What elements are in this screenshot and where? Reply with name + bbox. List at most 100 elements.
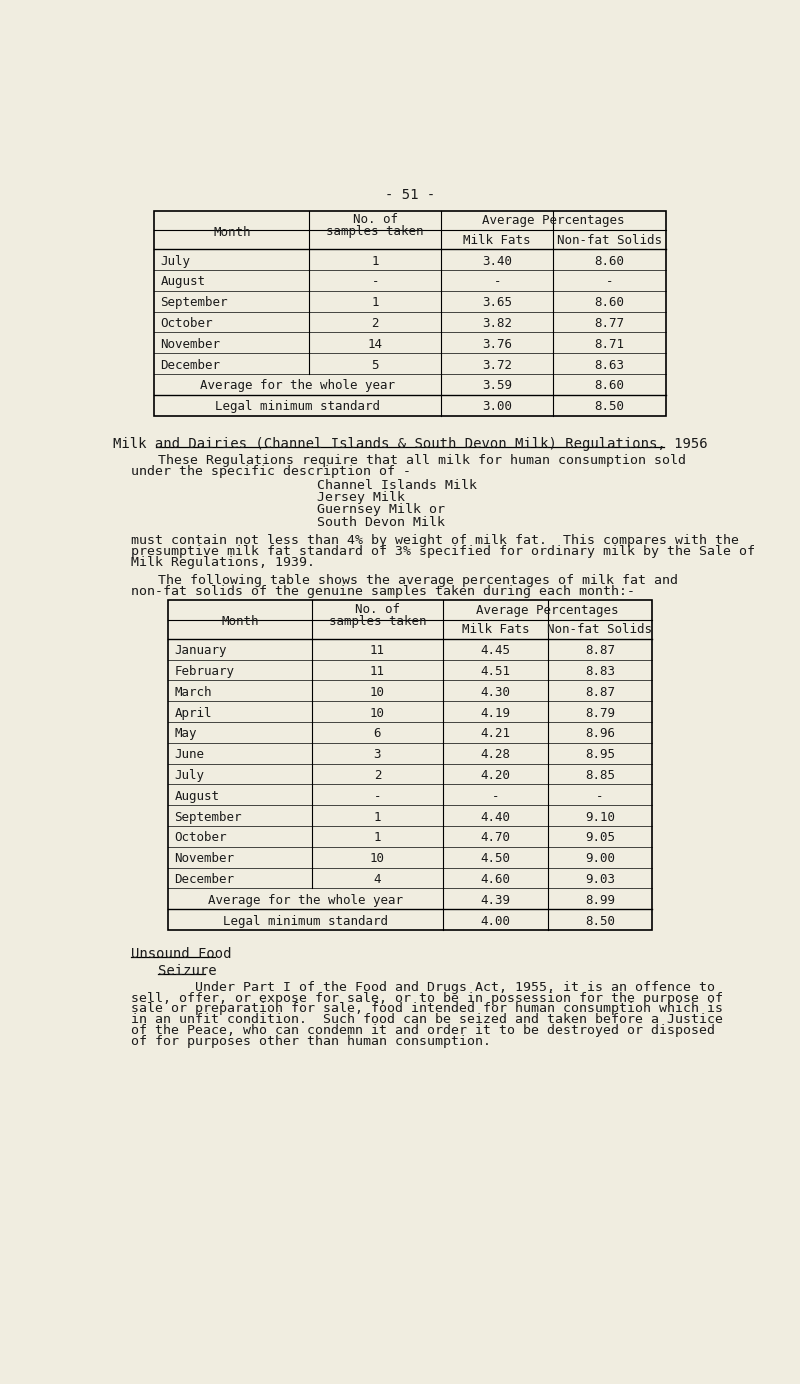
Text: - 51 -: - 51 -: [385, 188, 435, 202]
Text: November: November: [161, 338, 221, 350]
Text: 1: 1: [371, 296, 379, 309]
Text: 8.77: 8.77: [594, 317, 625, 329]
Text: 8.60: 8.60: [594, 296, 625, 309]
Text: Month: Month: [213, 226, 250, 239]
Text: must contain not less than 4% by weight of milk fat.  This compares with the: must contain not less than 4% by weight …: [131, 534, 739, 547]
Text: October: October: [161, 317, 213, 329]
Text: 2: 2: [374, 770, 381, 782]
Text: June: June: [174, 749, 205, 761]
Text: 4.00: 4.00: [481, 915, 510, 927]
Text: Under Part I of the Food and Drugs Act, 1955, it is an offence to: Under Part I of the Food and Drugs Act, …: [131, 981, 715, 994]
Text: 8.63: 8.63: [594, 358, 625, 371]
Text: -: -: [596, 790, 604, 803]
Text: -: -: [494, 275, 501, 288]
Text: of the Peace, who can condemn it and order it to be destroyed or disposed: of the Peace, who can condemn it and ord…: [131, 1024, 715, 1037]
Text: February: February: [174, 666, 234, 678]
Text: 1: 1: [374, 811, 381, 823]
Text: 8.79: 8.79: [585, 707, 615, 720]
Text: 4: 4: [374, 873, 381, 886]
Text: of for purposes other than human consumption.: of for purposes other than human consump…: [131, 1035, 491, 1048]
Text: Average for the whole year: Average for the whole year: [200, 379, 395, 393]
Text: Legal minimum standard: Legal minimum standard: [215, 400, 380, 414]
Text: 3.72: 3.72: [482, 358, 512, 371]
Text: 9.00: 9.00: [585, 853, 615, 865]
Text: presumptive milk fat standard of 3% specified for ordinary milk by the Sale of: presumptive milk fat standard of 3% spec…: [131, 545, 755, 558]
Text: Milk Fats: Milk Fats: [463, 234, 531, 246]
Text: 3.00: 3.00: [482, 400, 512, 414]
Text: 8.50: 8.50: [585, 915, 615, 927]
Text: 4.60: 4.60: [481, 873, 510, 886]
Text: Guernsey Milk or: Guernsey Milk or: [317, 504, 445, 516]
Text: 3.40: 3.40: [482, 255, 512, 267]
Text: 9.03: 9.03: [585, 873, 615, 886]
Text: 4.20: 4.20: [481, 770, 510, 782]
Text: These Regulations require that all milk for human consumption sold: These Regulations require that all milk …: [158, 454, 686, 466]
Text: South Devon Milk: South Devon Milk: [317, 516, 445, 529]
Text: Unsound Food: Unsound Food: [131, 947, 231, 960]
Text: April: April: [174, 707, 212, 720]
Bar: [168, 601, 652, 930]
Text: 8.71: 8.71: [594, 338, 625, 350]
Text: September: September: [161, 296, 228, 309]
Text: 4.50: 4.50: [481, 853, 510, 865]
Text: 4.30: 4.30: [481, 686, 510, 699]
Text: -: -: [606, 275, 614, 288]
Text: 4.28: 4.28: [481, 749, 510, 761]
Text: November: November: [174, 853, 234, 865]
Text: August: August: [174, 790, 219, 803]
Text: No. of: No. of: [355, 603, 400, 616]
Text: 10: 10: [370, 686, 385, 699]
Text: 4.39: 4.39: [481, 894, 510, 907]
Text: 3.59: 3.59: [482, 379, 512, 393]
Text: 9.10: 9.10: [585, 811, 615, 823]
Text: December: December: [161, 358, 221, 371]
Text: Seizure: Seizure: [158, 963, 217, 978]
Text: 8.50: 8.50: [594, 400, 625, 414]
Text: -: -: [492, 790, 499, 803]
Text: Jersey Milk: Jersey Milk: [317, 491, 405, 504]
Text: March: March: [174, 686, 212, 699]
Text: Milk and Dairies (Channel Islands & South Devon Milk) Regulations, 1956: Milk and Dairies (Channel Islands & Sout…: [113, 437, 707, 451]
Text: 10: 10: [370, 853, 385, 865]
Text: 8.87: 8.87: [585, 644, 615, 657]
Text: 3.65: 3.65: [482, 296, 512, 309]
Text: 4.45: 4.45: [481, 644, 510, 657]
Bar: [154, 210, 666, 415]
Text: No. of: No. of: [353, 213, 398, 227]
Text: 5: 5: [371, 358, 379, 371]
Text: The following table shows the average percentages of milk fat and: The following table shows the average pe…: [158, 574, 678, 587]
Text: 4.40: 4.40: [481, 811, 510, 823]
Text: 3: 3: [374, 749, 381, 761]
Text: September: September: [174, 811, 242, 823]
Text: sell, offer, or expose for sale, or to be in possession for the purpose of: sell, offer, or expose for sale, or to b…: [131, 991, 723, 1005]
Text: Month: Month: [221, 616, 258, 628]
Text: January: January: [174, 644, 227, 657]
Text: under the specific description of -: under the specific description of -: [131, 465, 411, 477]
Text: 4.51: 4.51: [481, 666, 510, 678]
Text: 8.95: 8.95: [585, 749, 615, 761]
Text: July: July: [174, 770, 205, 782]
Text: 8.83: 8.83: [585, 666, 615, 678]
Text: December: December: [174, 873, 234, 886]
Text: 8.87: 8.87: [585, 686, 615, 699]
Text: 8.60: 8.60: [594, 379, 625, 393]
Text: 10: 10: [370, 707, 385, 720]
Text: 11: 11: [370, 666, 385, 678]
Text: samples taken: samples taken: [329, 614, 426, 628]
Text: Legal minimum standard: Legal minimum standard: [223, 915, 388, 927]
Text: Milk Fats: Milk Fats: [462, 623, 530, 637]
Text: 3.76: 3.76: [482, 338, 512, 350]
Text: May: May: [174, 728, 197, 740]
Text: -: -: [374, 790, 381, 803]
Text: Channel Islands Milk: Channel Islands Milk: [317, 479, 477, 491]
Text: 14: 14: [368, 338, 382, 350]
Text: 6: 6: [374, 728, 381, 740]
Text: Non-fat Solids: Non-fat Solids: [557, 234, 662, 246]
Text: July: July: [161, 255, 190, 267]
Text: in an unfit condition.  Such food can be seized and taken before a Justice: in an unfit condition. Such food can be …: [131, 1013, 723, 1026]
Text: 4.19: 4.19: [481, 707, 510, 720]
Text: Non-fat Solids: Non-fat Solids: [547, 623, 652, 637]
Text: 8.99: 8.99: [585, 894, 615, 907]
Text: non-fat solids of the genuine samples taken during each month:-: non-fat solids of the genuine samples ta…: [131, 585, 635, 598]
Text: 1: 1: [371, 255, 379, 267]
